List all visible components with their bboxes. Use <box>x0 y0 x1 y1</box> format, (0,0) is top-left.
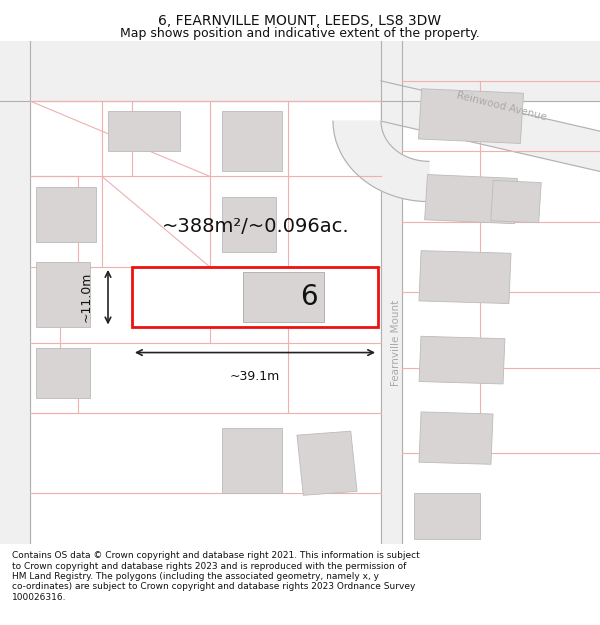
Text: Map shows position and indicative extent of the property.: Map shows position and indicative extent… <box>120 28 480 41</box>
Text: Reinwood Avenue: Reinwood Avenue <box>456 90 548 122</box>
Bar <box>419 412 493 464</box>
Bar <box>425 174 517 224</box>
Bar <box>132 267 378 328</box>
Bar <box>108 111 180 151</box>
Text: Contains OS data © Crown copyright and database right 2021. This information is : Contains OS data © Crown copyright and d… <box>12 551 420 602</box>
Text: 6: 6 <box>301 283 318 311</box>
Bar <box>419 336 505 384</box>
Bar <box>243 272 324 322</box>
Bar <box>222 111 282 171</box>
Text: ~39.1m: ~39.1m <box>230 370 280 383</box>
Bar <box>222 428 282 494</box>
Text: ~388m²/~0.096ac.: ~388m²/~0.096ac. <box>162 217 350 236</box>
Text: ~11.0m: ~11.0m <box>80 272 93 322</box>
Bar <box>418 89 524 144</box>
Bar <box>36 348 90 398</box>
Bar <box>36 186 96 242</box>
Polygon shape <box>333 121 429 202</box>
Text: 6, FEARNVILLE MOUNT, LEEDS, LS8 3DW: 6, FEARNVILLE MOUNT, LEEDS, LS8 3DW <box>158 14 442 28</box>
Text: Fearnville Mount: Fearnville Mount <box>391 299 401 386</box>
Polygon shape <box>0 41 30 544</box>
Polygon shape <box>381 81 600 171</box>
Bar <box>419 251 511 304</box>
Bar <box>491 181 541 222</box>
Bar <box>414 494 480 539</box>
Bar <box>297 431 357 495</box>
Polygon shape <box>381 41 402 544</box>
Bar <box>36 262 90 328</box>
Polygon shape <box>0 41 600 101</box>
Bar <box>222 197 276 252</box>
